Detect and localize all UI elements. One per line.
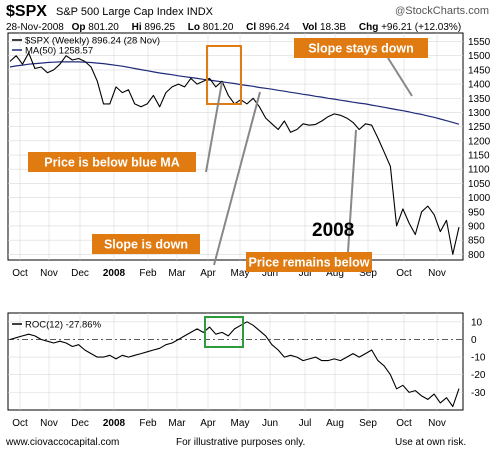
annotation-slope-stays-down: Slope stays down [308, 42, 414, 56]
ma50-line [9, 61, 460, 125]
quote-line: 28-Nov-2008 Op 801.20 Hi 896.25 Lo 801.2… [6, 22, 471, 33]
price-x-tick: Nov [40, 268, 58, 279]
price-x-tick: Mar [168, 268, 186, 279]
roc-x-tick: Oct [396, 418, 412, 429]
roc-line [9, 321, 460, 408]
footer-website: www.ciovaccocapital.com [6, 437, 120, 448]
roc-x-tick: Nov [40, 418, 58, 429]
price-y-tick: 1500 [468, 51, 491, 62]
index-name: S&P 500 Large Cap Index [56, 6, 184, 18]
price-y-tick: 850 [468, 236, 485, 247]
price-y-tick: 1250 [468, 122, 491, 133]
quote-chg-value: +96.21 (+12.03%) [381, 22, 462, 33]
price-highlight-box [206, 45, 242, 105]
roc-highlight-box [204, 316, 244, 348]
footer-risk: Use at own risk. [395, 437, 467, 448]
annotation-pointer [205, 81, 223, 173]
price-y-tick: 1550 [468, 37, 491, 48]
roc-y-tick: 0 [471, 335, 477, 346]
brand-prefix: @ [395, 6, 406, 17]
roc-y-tick: -30 [471, 388, 486, 399]
roc-x-tick: May [231, 418, 250, 429]
quote-op-label: Op [71, 22, 86, 33]
roc-x-tick: Jul [299, 418, 312, 429]
price-y-tick: 1150 [468, 151, 490, 162]
quote-chg-label: Chg [358, 22, 379, 33]
roc-y-tick: -10 [471, 353, 486, 364]
annotation-slope-stays-down-bg [294, 38, 428, 58]
footer-disclaimer: For illustrative purposes only. [176, 437, 306, 448]
price-x-tick: Dec [71, 268, 89, 279]
price-x-tick: Jun [262, 268, 278, 279]
price-x-tick: Oct [396, 268, 412, 279]
roc-x-tick: 2008 [103, 418, 126, 429]
roc-x-tick: Nov [428, 418, 446, 429]
roc-x-tick: Mar [168, 418, 186, 429]
quote-op-value: 801.20 [88, 22, 119, 33]
roc-x-tick: Sep [359, 418, 377, 429]
roc-x-tick: Apr [200, 418, 216, 429]
roc-y-tick: 10 [471, 317, 483, 328]
price-y-tick: 1450 [468, 65, 491, 76]
price-y-tick: 1300 [468, 108, 491, 119]
roc-y-tick: -20 [471, 370, 486, 381]
price-y-tick: 950 [468, 207, 485, 218]
annotation-pointer [213, 91, 261, 266]
roc-x-tick: Jun [262, 418, 278, 429]
price-x-tick: Feb [139, 268, 157, 279]
price-y-tick: 1200 [468, 136, 491, 147]
price-x-tick: Oct [12, 268, 28, 279]
price-y-tick: 1100 [468, 165, 490, 176]
annotation-pointer [347, 129, 357, 253]
year-label: 2008 [312, 220, 354, 241]
chart-subtitle: S&P 500 Large Cap Index INDX [56, 6, 213, 18]
annotation-price-below-ma: Price is below blue MA [44, 156, 179, 170]
brand-logo: @StockCharts.com [395, 5, 489, 17]
price-y-tick: 1050 [468, 179, 491, 190]
roc-x-tick: Dec [71, 418, 89, 429]
price-y-tick: 1400 [468, 80, 491, 91]
quote-hi-label: Hi [131, 22, 142, 33]
quote-cl-label: Cl [246, 22, 257, 33]
annotation-price-below-ma-bg [28, 152, 196, 172]
roc-x-tick: Aug [326, 418, 344, 429]
annotation-slope-down: Slope is down [104, 238, 188, 252]
price-x-tick: Aug [326, 268, 344, 279]
price-panel-frame [7, 32, 464, 261]
quote-vol-value: 18.3B [319, 22, 347, 33]
price-x-tick: Nov [428, 268, 446, 279]
price-y-tick: 800 [468, 250, 485, 261]
quote-vol-label: Vol [302, 22, 318, 33]
price-x-tick: Sep [359, 268, 377, 279]
roc-legend-label: ROC(12) -27.86% [25, 320, 102, 331]
quote-date: 28-Nov-2008 [6, 22, 64, 33]
quote-lo-value: 801.20 [202, 22, 234, 33]
annotation-price-remains-below: Price remains below [249, 256, 370, 270]
price-x-tick: Apr [200, 268, 216, 279]
quote-hi-value: 896.25 [144, 22, 176, 33]
quote-cl-value: 896.24 [258, 22, 290, 33]
roc-panel-frame [7, 312, 464, 411]
price-y-tick: 1000 [468, 193, 491, 204]
annotation-slope-down-bg [92, 234, 200, 254]
annotation-price-remains-below-bg [246, 252, 372, 272]
price-x-tick: Jul [299, 268, 312, 279]
quote-lo-label: Lo [187, 22, 201, 33]
price-x-tick: 2008 [103, 268, 126, 279]
price-legend-label: $SPX (Weekly) 896.24 (28 Nov) [25, 36, 160, 47]
brand-name: StockCharts.com [405, 5, 489, 17]
price-y-tick: 1350 [468, 94, 491, 105]
price-x-tick: May [231, 268, 250, 279]
price-y-tick: 900 [468, 221, 485, 232]
roc-x-tick: Feb [139, 418, 157, 429]
exchange-label: INDX [186, 6, 213, 18]
annotation-pointer [387, 57, 413, 97]
ma-legend-label: MA(50) 1258.57 [25, 46, 93, 57]
roc-x-tick: Oct [12, 418, 28, 429]
chart-ticker: $SPX [6, 3, 47, 20]
